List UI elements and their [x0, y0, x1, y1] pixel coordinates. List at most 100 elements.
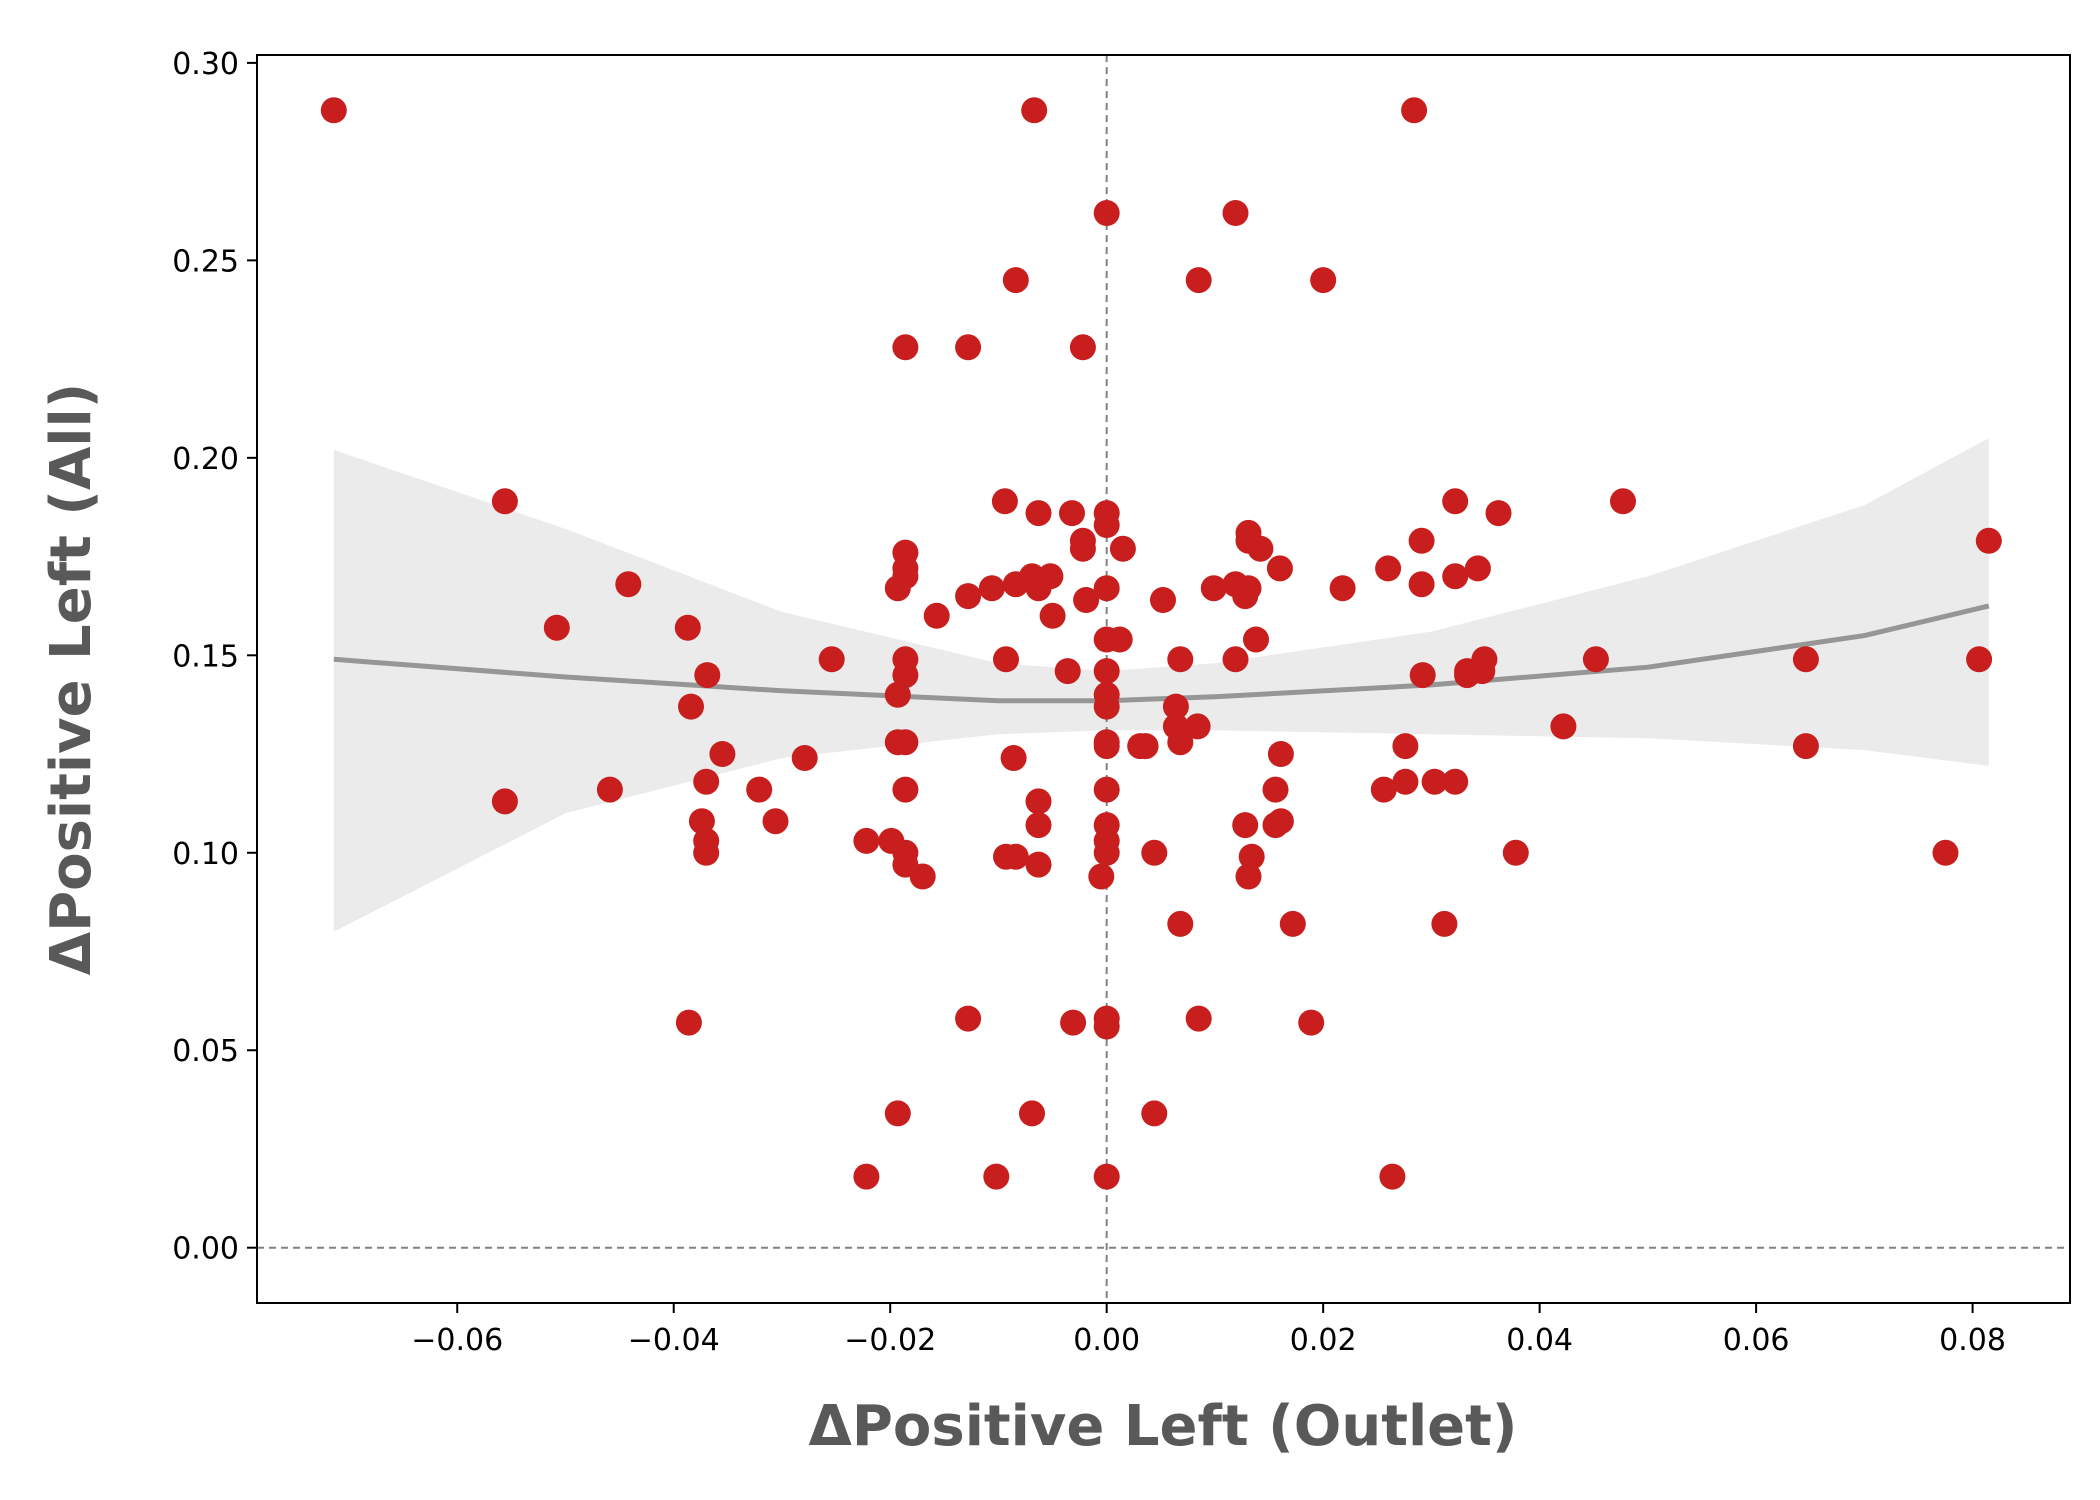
data-point — [1232, 812, 1259, 839]
data-point — [1975, 527, 2002, 554]
x-tick-label: 0.08 — [1939, 1323, 2006, 1358]
y-tick-label: 0.30 — [172, 47, 239, 82]
data-point — [1408, 571, 1435, 598]
data-point — [1141, 1100, 1168, 1127]
data-point — [923, 602, 950, 629]
data-point — [615, 571, 642, 598]
data-point — [693, 839, 720, 866]
y-tick-label: 0.05 — [172, 1034, 239, 1069]
data-point — [762, 808, 789, 835]
data-point — [791, 745, 818, 771]
data-point — [853, 827, 880, 854]
data-point — [1039, 602, 1066, 629]
data-point — [909, 863, 936, 890]
data-point — [1932, 839, 1959, 866]
x-tick-label: −0.02 — [844, 1323, 936, 1358]
data-point — [1167, 910, 1194, 937]
x-axis-ticks: −0.06 −0.04 −0.02 0.00 0.02 0.04 0.06 0.08 — [411, 1303, 2006, 1358]
x-tick-label: −0.06 — [411, 1323, 503, 1358]
y-tick-label: 0.15 — [172, 639, 239, 674]
data-point — [688, 808, 715, 835]
data-point — [1093, 693, 1120, 720]
data-point — [993, 646, 1019, 673]
data-point — [1141, 839, 1168, 866]
y-tick-label: 0.10 — [172, 837, 239, 872]
plot-frame — [256, 54, 2071, 1304]
x-tick-label: 0.02 — [1290, 1323, 1357, 1358]
data-point — [1025, 812, 1052, 839]
data-point — [978, 575, 1005, 602]
data-point — [1310, 267, 1337, 294]
data-point — [678, 693, 704, 720]
data-point — [1235, 863, 1262, 890]
data-point — [1262, 776, 1289, 803]
data-point — [1401, 97, 1428, 124]
data-point — [1002, 843, 1029, 870]
data-point — [955, 334, 982, 361]
data-point — [1167, 729, 1194, 756]
x-tick-label: −0.04 — [628, 1323, 720, 1358]
data-point — [491, 788, 518, 815]
data-point — [1069, 334, 1096, 361]
points-layer — [320, 97, 2002, 1190]
data-point — [1485, 500, 1512, 527]
data-point — [1279, 910, 1306, 937]
data-point — [1000, 745, 1027, 771]
data-point — [1431, 910, 1458, 937]
data-point — [1379, 1163, 1406, 1190]
data-point — [1069, 535, 1096, 562]
data-point — [1025, 851, 1052, 878]
data-point — [1442, 563, 1469, 590]
data-point — [1093, 1013, 1120, 1040]
data-point — [1054, 658, 1081, 685]
data-point — [1454, 658, 1481, 685]
fit-line — [333, 603, 1990, 704]
data-point — [543, 614, 570, 641]
data-point — [1329, 575, 1356, 602]
data-point — [1582, 646, 1609, 673]
data-point — [491, 488, 518, 515]
fit-line-layer — [333, 603, 1990, 704]
data-point — [1021, 97, 1048, 124]
data-point — [892, 729, 919, 756]
data-point — [1060, 1009, 1087, 1036]
data-point — [1167, 646, 1194, 673]
data-point — [1243, 626, 1269, 653]
data-point — [1002, 267, 1029, 294]
data-point — [991, 488, 1018, 515]
data-point — [1408, 527, 1435, 554]
data-point — [1093, 512, 1120, 538]
data-point — [884, 681, 911, 708]
data-point — [1222, 646, 1249, 673]
y-tick-label: 0.20 — [172, 442, 239, 477]
data-point — [1375, 555, 1402, 582]
data-point — [1200, 575, 1227, 602]
y-tick-label: 0.00 — [172, 1232, 239, 1267]
data-point — [1088, 863, 1115, 890]
data-point — [955, 1005, 982, 1032]
data-point — [675, 1009, 702, 1036]
data-point — [1025, 575, 1052, 602]
data-point — [1298, 1009, 1325, 1036]
data-point — [1792, 646, 1819, 673]
data-point — [1792, 733, 1819, 760]
data-point — [983, 1163, 1010, 1190]
data-point — [1093, 776, 1120, 803]
data-point — [1093, 575, 1120, 602]
data-point — [1442, 768, 1469, 795]
confidence-band — [333, 438, 1989, 932]
data-point — [694, 662, 721, 689]
data-point — [1238, 843, 1265, 870]
data-point — [1185, 267, 1212, 294]
data-point — [884, 1100, 911, 1127]
data-point — [693, 768, 720, 795]
y-axis-ticks: 0.00 0.05 0.10 0.15 0.20 0.25 0.30 — [172, 47, 257, 1267]
data-point — [674, 614, 701, 641]
data-point — [1502, 839, 1529, 866]
data-point — [1093, 1163, 1120, 1190]
data-point — [892, 776, 919, 803]
data-point — [1262, 812, 1289, 839]
data-point — [1550, 713, 1577, 740]
data-point — [1370, 776, 1397, 803]
